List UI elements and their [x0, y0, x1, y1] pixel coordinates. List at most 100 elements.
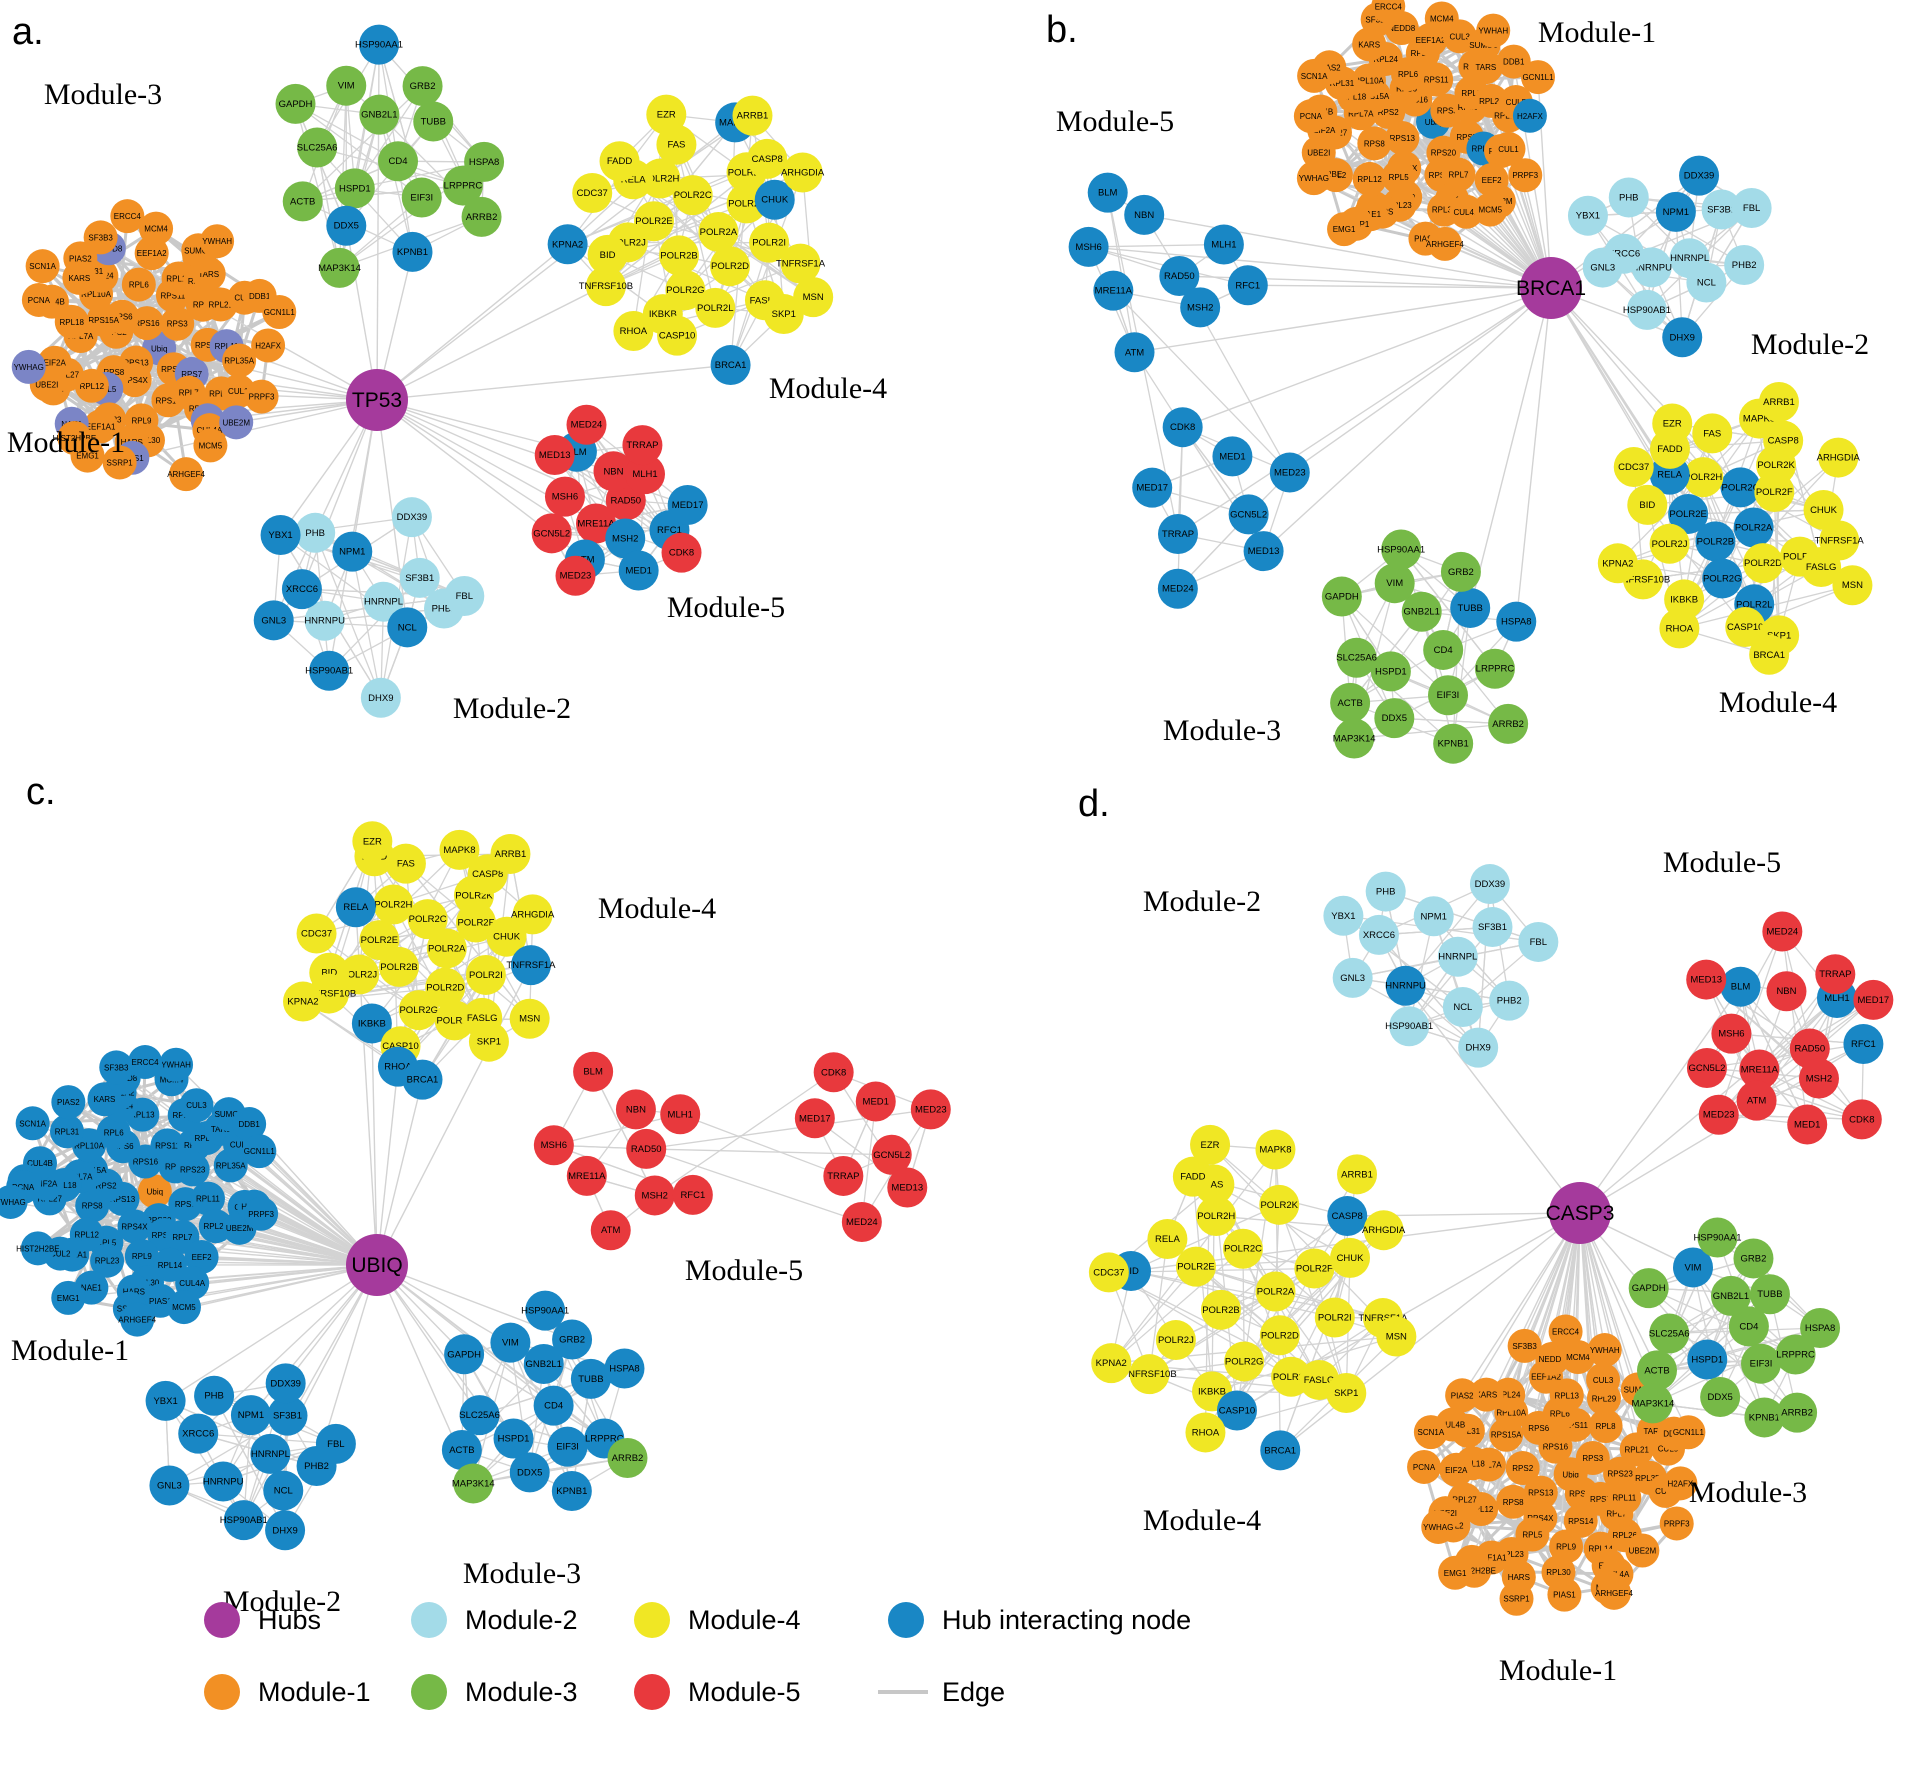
- node-EIF3I[interactable]: [401, 177, 442, 218]
- node-RPS11[interactable]: [1419, 62, 1454, 97]
- node-HSPD1[interactable]: [493, 1418, 534, 1459]
- node-POLR2E[interactable]: [359, 920, 400, 961]
- node-POLR2A[interactable]: [698, 211, 739, 252]
- node-RPS8[interactable]: [75, 1188, 110, 1223]
- node-DDB1[interactable]: [1496, 44, 1531, 79]
- node-KPNB1[interactable]: [392, 231, 433, 272]
- node-ARHGEF4[interactable]: [1427, 226, 1462, 261]
- node-ARHGDIA[interactable]: [512, 894, 553, 935]
- node-RHOA[interactable]: [1659, 608, 1700, 649]
- node-ACTB[interactable]: [1330, 682, 1371, 723]
- node-HSP90AB1[interactable]: [309, 650, 350, 691]
- node-POLR2G[interactable]: [1224, 1341, 1265, 1382]
- node-POLR2C[interactable]: [1222, 1228, 1263, 1269]
- node-RELA[interactable]: [1147, 1218, 1188, 1259]
- node-RPL11[interactable]: [1607, 1480, 1642, 1515]
- node-POLR2A[interactable]: [1733, 507, 1774, 548]
- node-POLR2H[interactable]: [1683, 457, 1724, 498]
- node-ACTB[interactable]: [441, 1429, 482, 1470]
- node-MED17[interactable]: [1853, 979, 1894, 1020]
- node-MSH6[interactable]: [1068, 226, 1109, 267]
- node-SF3B3[interactable]: [1507, 1328, 1542, 1363]
- node-POLR2H[interactable]: [1196, 1196, 1237, 1237]
- node-EEF2[interactable]: [184, 1239, 219, 1274]
- node-MCM4[interactable]: [1424, 1, 1459, 36]
- node-MED17[interactable]: [1132, 467, 1173, 508]
- hub-CASP3[interactable]: [1549, 1182, 1611, 1244]
- node-SF3B1[interactable]: [267, 1395, 308, 1436]
- node-MED1[interactable]: [618, 550, 659, 591]
- node-MED13[interactable]: [534, 434, 575, 475]
- node-SCN1A[interactable]: [25, 249, 60, 284]
- node-EZR[interactable]: [646, 94, 687, 135]
- node-CASP10[interactable]: [657, 315, 698, 356]
- node-DDX5[interactable]: [1700, 1376, 1741, 1417]
- node-ERCC4[interactable]: [1371, 0, 1406, 24]
- node-YWHAH[interactable]: [200, 224, 235, 259]
- hub-UBIQ[interactable]: [346, 1234, 408, 1296]
- node-ARHGEF4[interactable]: [169, 457, 204, 492]
- node-EMG1[interactable]: [1327, 212, 1362, 247]
- node-SLC25A6[interactable]: [297, 127, 338, 168]
- node-ARRB2[interactable]: [1777, 1392, 1818, 1433]
- node-RHOA[interactable]: [1185, 1412, 1226, 1453]
- node-GCN1L1[interactable]: [262, 295, 297, 330]
- node-HSPA8[interactable]: [464, 141, 505, 182]
- node-YWHAG[interactable]: [11, 349, 46, 384]
- node-HNRNPL[interactable]: [250, 1433, 291, 1474]
- node-DHX9[interactable]: [1458, 1027, 1499, 1068]
- node-RPS14[interactable]: [1563, 1503, 1598, 1538]
- node-MRE11A[interactable]: [1739, 1049, 1780, 1090]
- node-HNRNPU[interactable]: [203, 1461, 244, 1502]
- node-GNB2L1[interactable]: [1401, 591, 1442, 632]
- node-TNFRSF10B[interactable]: [585, 266, 626, 307]
- node-ARRB1[interactable]: [732, 95, 773, 136]
- node-ERCC4[interactable]: [110, 199, 145, 234]
- node-CHUK[interactable]: [486, 916, 527, 957]
- node-TUBB[interactable]: [413, 101, 454, 142]
- node-CDK8[interactable]: [1841, 1099, 1882, 1140]
- node-TUBB[interactable]: [570, 1358, 611, 1399]
- node-PIAS1[interactable]: [1547, 1577, 1582, 1612]
- node-LRPPRC[interactable]: [1474, 648, 1515, 689]
- node-TRRAP[interactable]: [1815, 954, 1856, 995]
- node-MLH1[interactable]: [660, 1094, 701, 1135]
- node-EIF2A[interactable]: [1439, 1452, 1474, 1487]
- node-MED24[interactable]: [841, 1202, 882, 1243]
- node-TRRAP[interactable]: [1157, 514, 1198, 555]
- node-MED13[interactable]: [1686, 959, 1727, 1000]
- node-SSRP1[interactable]: [1499, 1581, 1534, 1616]
- node-RELA[interactable]: [335, 887, 376, 928]
- node-RFC1[interactable]: [672, 1174, 713, 1215]
- node-GCN1L1[interactable]: [1521, 60, 1556, 95]
- node-NBN[interactable]: [1124, 194, 1165, 235]
- node-ATM[interactable]: [590, 1210, 631, 1251]
- node-NPM1[interactable]: [230, 1395, 271, 1436]
- node-KPNA2[interactable]: [283, 981, 324, 1022]
- node-NPM1[interactable]: [332, 531, 373, 572]
- node-VIM[interactable]: [326, 65, 367, 106]
- node-HIST2H2BE[interactable]: [20, 1231, 55, 1266]
- node-POLR2I[interactable]: [749, 222, 790, 263]
- node-POLR2H[interactable]: [373, 884, 414, 925]
- node-YWHAG[interactable]: [1421, 1509, 1456, 1544]
- node-CDC37[interactable]: [572, 173, 613, 214]
- node-YWHAH[interactable]: [1587, 1333, 1622, 1368]
- node-KPNA2[interactable]: [547, 224, 588, 265]
- node-RPL23[interactable]: [90, 1243, 125, 1278]
- node-POLR2B[interactable]: [1200, 1289, 1241, 1330]
- node-CD4[interactable]: [1423, 629, 1464, 670]
- node-SLC25A6[interactable]: [1336, 637, 1377, 678]
- node-NBN[interactable]: [1766, 971, 1807, 1012]
- node-TNFRSF1A[interactable]: [1819, 520, 1860, 561]
- node-RPL31[interactable]: [49, 1114, 84, 1149]
- node-CDK8[interactable]: [813, 1052, 854, 1093]
- node-POLR2G[interactable]: [398, 990, 439, 1031]
- node-DHX9[interactable]: [265, 1510, 306, 1551]
- node-RAD50[interactable]: [626, 1128, 667, 1169]
- node-DDX5[interactable]: [326, 205, 367, 246]
- node-CASP8[interactable]: [747, 138, 788, 179]
- node-TNFRSF1A[interactable]: [510, 945, 551, 986]
- node-BLM[interactable]: [1087, 172, 1128, 213]
- node-MSN[interactable]: [793, 277, 834, 318]
